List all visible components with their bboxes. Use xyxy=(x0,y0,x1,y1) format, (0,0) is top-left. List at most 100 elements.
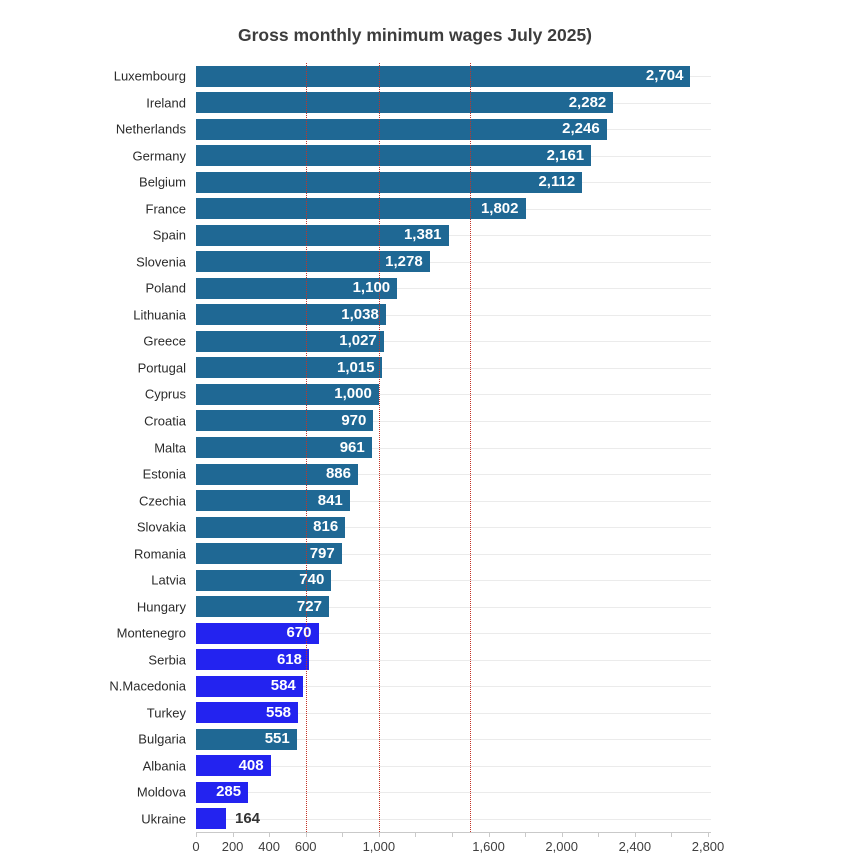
value-label: 1,802 xyxy=(480,200,519,218)
row-gridline xyxy=(196,368,711,369)
value-label: 841 xyxy=(317,491,343,509)
x-axis-tick-label: 600 xyxy=(294,839,317,854)
row-gridline xyxy=(196,421,711,422)
bar-france xyxy=(196,198,526,220)
x-axis-tick-label: 1,600 xyxy=(472,839,505,854)
row-gridline xyxy=(196,501,711,502)
value-label: 2,704 xyxy=(645,67,684,85)
x-axis-tick-label: 200 xyxy=(221,839,244,854)
value-label: 164 xyxy=(234,809,261,827)
row-gridline xyxy=(196,341,711,342)
country-label: Ukraine xyxy=(141,811,186,827)
row-gridline xyxy=(196,580,711,581)
x-axis-tick xyxy=(269,833,271,837)
bar-bulgaria xyxy=(196,728,297,750)
value-label: 886 xyxy=(325,465,351,483)
x-axis-tick-label: 400 xyxy=(258,839,280,854)
value-label: 816 xyxy=(313,518,339,536)
x-axis-tick-label: 2,800 xyxy=(691,839,725,854)
country-label: Portugal xyxy=(137,360,186,376)
x-axis-tick xyxy=(708,833,709,837)
country-label: Greece xyxy=(143,333,186,349)
value-label: 1,100 xyxy=(352,279,391,297)
x-axis-tick-label: 2,400 xyxy=(618,839,652,854)
country-label: Belgium xyxy=(139,174,186,190)
bar-netherlands xyxy=(196,118,607,140)
country-label: Luxembourg xyxy=(113,68,186,84)
x-axis-tick xyxy=(378,833,380,837)
country-label: Albania xyxy=(142,758,186,774)
bar-lithuania xyxy=(196,304,386,326)
reference-line-1500 xyxy=(470,63,472,832)
bar-estonia xyxy=(196,463,358,485)
row-gridline xyxy=(196,686,711,687)
value-label: 584 xyxy=(270,677,296,695)
x-axis-tick xyxy=(342,833,344,837)
bar-romania xyxy=(196,543,342,565)
row-gridline xyxy=(196,448,711,449)
country-label: Moldova xyxy=(136,784,186,800)
value-label: 2,112 xyxy=(538,173,576,191)
bar-malta xyxy=(196,437,372,458)
country-label: Czechia xyxy=(139,493,186,509)
row-gridline xyxy=(196,739,711,740)
row-gridline xyxy=(196,607,711,608)
country-label: Malta xyxy=(154,440,186,455)
x-axis-tick xyxy=(598,833,600,837)
bar-spain xyxy=(196,224,449,246)
bar-turkey xyxy=(196,702,299,724)
row-gridline xyxy=(196,713,711,714)
x-axis-tick xyxy=(634,833,636,837)
country-label: Lithuania xyxy=(133,307,186,323)
bar-moldova xyxy=(196,781,249,803)
bar-montenegro xyxy=(196,622,319,644)
row-gridline xyxy=(196,792,711,793)
value-label: 740 xyxy=(299,571,325,589)
row-gridline xyxy=(196,235,711,236)
value-label: 1,000 xyxy=(334,385,372,403)
value-label: 1,027 xyxy=(339,332,377,350)
x-axis-line xyxy=(196,832,711,833)
value-label: 1,015 xyxy=(337,359,375,377)
row-gridline xyxy=(196,554,711,555)
country-label: Netherlands xyxy=(115,121,186,137)
value-label: 727 xyxy=(296,597,322,615)
row-gridline xyxy=(196,819,711,820)
country-label: Serbia xyxy=(148,652,186,668)
country-label: Cyprus xyxy=(144,386,186,402)
country-label: Germany xyxy=(132,148,186,164)
bar-germany xyxy=(196,145,592,167)
x-axis-tick xyxy=(488,833,490,837)
x-axis-tick xyxy=(196,833,197,837)
x-axis-tick xyxy=(525,833,527,837)
country-label: France xyxy=(145,201,186,217)
row-gridline xyxy=(196,766,711,767)
value-label: 2,161 xyxy=(546,146,585,164)
bar-serbia xyxy=(196,649,309,671)
value-label: 797 xyxy=(309,544,335,562)
value-label: 1,038 xyxy=(341,306,379,324)
bar-albania xyxy=(196,755,271,777)
bar-slovakia xyxy=(196,516,346,538)
x-axis-tick xyxy=(452,833,453,837)
bar-ukraine xyxy=(196,808,226,830)
x-axis-tick-label: 0 xyxy=(192,839,200,854)
value-label: 558 xyxy=(266,703,292,721)
row-gridline xyxy=(196,474,711,475)
row-gridline xyxy=(196,288,711,289)
country-label: Poland xyxy=(145,280,186,296)
bar-n-macedonia xyxy=(196,675,303,697)
value-label: 670 xyxy=(286,624,312,642)
country-label: Latvia xyxy=(151,572,186,588)
bar-greece xyxy=(196,330,384,352)
country-label: Slovenia xyxy=(136,254,186,270)
country-label: Slovakia xyxy=(136,519,186,535)
row-gridline xyxy=(196,394,711,395)
reference-line-1000 xyxy=(378,63,380,832)
country-label: Hungary xyxy=(136,599,186,615)
bar-czechia xyxy=(196,490,350,512)
value-label: 961 xyxy=(339,438,365,456)
bar-belgium xyxy=(196,171,583,193)
x-axis-tick xyxy=(415,833,417,837)
